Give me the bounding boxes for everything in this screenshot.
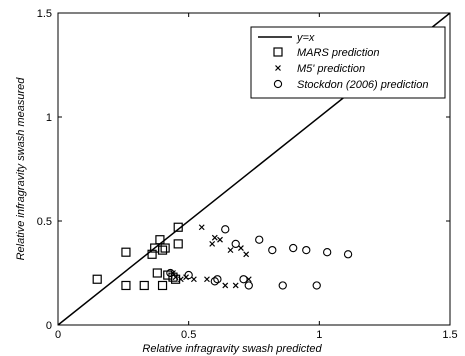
m5-point xyxy=(204,276,210,283)
mars-point xyxy=(147,249,157,259)
stockdon-point xyxy=(312,281,321,290)
legend-label-stockdon: Stockdon (2006) prediction xyxy=(297,79,428,91)
mars-point xyxy=(152,268,162,278)
data-points xyxy=(92,222,353,291)
stockdon-point xyxy=(210,277,219,286)
x-tick-label: 0.5 xyxy=(181,329,196,341)
x-tick-label: 1.5 xyxy=(442,329,457,341)
m5-point xyxy=(243,251,250,258)
mars-point xyxy=(139,280,149,291)
m5-point xyxy=(232,282,239,289)
m5-point xyxy=(170,270,176,276)
mars-point xyxy=(160,243,170,253)
legend-circle-symbol xyxy=(273,79,283,89)
mars-point xyxy=(173,222,183,232)
legend-x-symbol xyxy=(275,65,281,71)
stockdon-point xyxy=(184,270,193,280)
stockdon-point xyxy=(221,225,230,234)
legend-symbols xyxy=(258,36,292,89)
m5-point xyxy=(217,236,223,243)
stockdon-point xyxy=(244,281,253,290)
m5-point xyxy=(172,274,179,281)
stockdon-point xyxy=(343,250,353,259)
y-tick-label: 1 xyxy=(46,112,52,124)
mars-point xyxy=(173,239,183,249)
m5-point xyxy=(198,224,205,231)
y-axis-title: Relative infragravity swash measured xyxy=(15,77,27,261)
stockdon-point xyxy=(323,248,332,257)
stockdon-point xyxy=(302,245,311,255)
m5-point xyxy=(222,282,229,289)
axis-ticks xyxy=(57,12,451,326)
mars-point xyxy=(121,247,131,257)
mars-point xyxy=(157,245,168,255)
m5-point xyxy=(190,276,197,283)
stockdon-point xyxy=(278,281,287,290)
x-axis-title: Relative infragravity swash predicted xyxy=(142,343,322,355)
stockdon-point xyxy=(239,275,248,284)
mars-point xyxy=(121,280,131,291)
m5-point xyxy=(209,240,216,247)
x-tick-label: 0 xyxy=(55,329,61,341)
y-tick-label: 1.5 xyxy=(37,8,52,20)
stockdon-point xyxy=(268,245,277,255)
legend-label-mars: MARS prediction xyxy=(297,47,380,59)
mars-point xyxy=(92,274,102,284)
stockdon-point xyxy=(255,235,264,244)
legend-label-m5: M5' prediction xyxy=(297,63,365,75)
stockdon-point xyxy=(166,268,175,278)
stockdon-point xyxy=(289,243,298,253)
legend: y=x MARS prediction M5' prediction Stock… xyxy=(250,26,446,99)
x-tick-labels: 0 0.5 1 1.5 xyxy=(55,329,458,341)
stockdon-point xyxy=(231,239,240,249)
m5-point xyxy=(227,247,234,254)
legend-box xyxy=(250,26,446,99)
m5-point xyxy=(238,245,244,251)
stockdon-point xyxy=(213,275,222,284)
legend-square-symbol xyxy=(273,47,283,57)
m5-point xyxy=(177,276,184,283)
y-tick-label: 0.5 xyxy=(37,216,52,228)
legend-label-y-equals-x: y=x xyxy=(296,32,315,44)
mars-point xyxy=(157,280,168,291)
m5-point xyxy=(211,234,218,241)
y-tick-labels: 0 0.5 1 1.5 xyxy=(37,8,52,332)
x-tick-label: 1 xyxy=(316,329,322,341)
mars-point xyxy=(155,235,165,245)
y-tick-label: 0 xyxy=(46,320,52,332)
